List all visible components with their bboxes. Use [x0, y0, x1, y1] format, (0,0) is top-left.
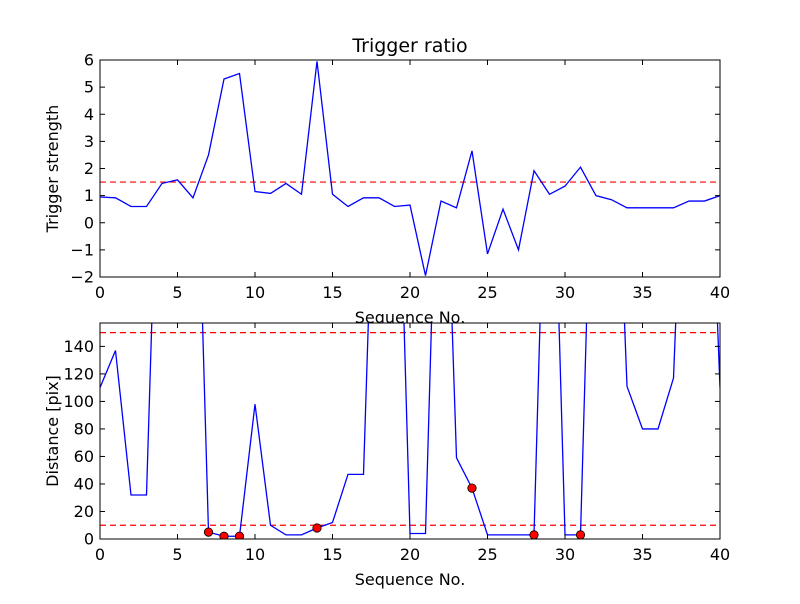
- y-tick-label: 80: [74, 419, 94, 438]
- y-tick-label: 1: [84, 186, 94, 205]
- y-tick-label: 2: [84, 159, 94, 178]
- data-point: [203, 527, 214, 537]
- data-point: [467, 483, 477, 493]
- y-tick-label: 0: [84, 530, 94, 549]
- x-tick-label: 5: [172, 545, 182, 564]
- y-tick-label: 6: [84, 51, 94, 70]
- y-tick-label: 40: [74, 474, 94, 493]
- data-point: [575, 530, 586, 539]
- data-layer: [100, 323, 720, 539]
- y-tick-label: 5: [84, 78, 94, 97]
- series-line: [100, 61, 720, 276]
- y-tick-label: 100: [63, 392, 94, 411]
- y-tick-label: 4: [84, 105, 94, 124]
- x-tick-label: 40: [710, 283, 730, 302]
- x-tick-label: 5: [172, 283, 182, 302]
- x-tick-label: 25: [477, 545, 497, 564]
- x-tick-label: 0: [95, 545, 105, 564]
- plot-area: [100, 323, 720, 539]
- data-point: [234, 531, 245, 539]
- x-tick-label: 25: [477, 283, 497, 302]
- data-point: [529, 530, 539, 539]
- y-tick-label: −2: [70, 268, 94, 287]
- x-tick-label: 30: [555, 545, 575, 564]
- x-tick-label: 30: [555, 283, 575, 302]
- chart-panel-1: 0 5 10 15 20 25 30 35 40 −2 −1 0 1 2 3 4 5 6 Trigger ratio…: [43, 35, 730, 327]
- y-tick-label: 20: [74, 502, 94, 521]
- y-tick-label: 60: [74, 447, 94, 466]
- chart-panel-2: 0 5 10 15 20 25 30 35 40 0 20 40 60 80 100 120 140 Sequen…: [43, 322, 730, 589]
- x-tick-label: 20: [400, 545, 420, 564]
- y-tick-label: 3: [84, 132, 94, 151]
- y-tick-label: 140: [63, 337, 94, 356]
- x-tick-label: 20: [400, 283, 420, 302]
- x-axis-label: Sequence No.: [355, 308, 466, 327]
- x-axis-label: Sequence No.: [355, 570, 466, 589]
- x-tick-label: 40: [710, 545, 730, 564]
- x-tick-label: 10: [245, 545, 265, 564]
- data-layer: [100, 61, 720, 276]
- plot-area: [100, 60, 720, 277]
- x-tick-label: 35: [632, 545, 652, 564]
- x-tick-label: 0: [95, 283, 105, 302]
- y-axis-label: Trigger strength: [43, 105, 62, 234]
- x-tick-label: 10: [245, 283, 265, 302]
- y-tick-label: −1: [70, 240, 94, 259]
- series-line: [100, 323, 720, 537]
- y-axis-label: Distance [pix]: [43, 375, 62, 487]
- y-tick-label: 0: [84, 213, 94, 232]
- y-tick-label: 120: [63, 364, 94, 383]
- x-tick-label: 35: [632, 283, 652, 302]
- data-point: [312, 523, 322, 533]
- data-point: [219, 531, 229, 539]
- x-tick-label: 15: [322, 545, 342, 564]
- x-tick-label: 15: [322, 283, 342, 302]
- chart-title: Trigger ratio: [351, 35, 467, 57]
